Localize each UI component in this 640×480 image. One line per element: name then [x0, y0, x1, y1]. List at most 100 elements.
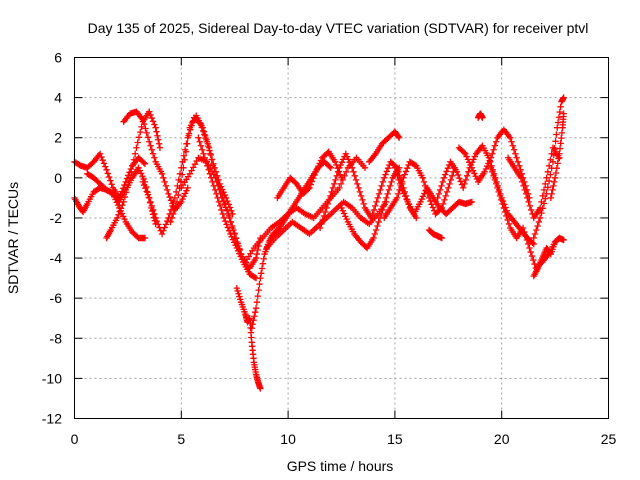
- data-point: [536, 214, 544, 222]
- data-point: [542, 180, 549, 188]
- data-point: [384, 190, 391, 198]
- data-point: [186, 170, 194, 178]
- data-point: [164, 217, 171, 225]
- data-point: [346, 158, 353, 166]
- data-point: [325, 196, 333, 204]
- data-point: [538, 209, 545, 217]
- data-point: [155, 221, 162, 228]
- data-point: [116, 208, 123, 215]
- data-point: [223, 221, 230, 228]
- data-point: [103, 166, 110, 174]
- data-point: [427, 197, 434, 205]
- data-point: [551, 174, 559, 182]
- data-point: [462, 150, 469, 157]
- data-point: [100, 160, 108, 167]
- data-point: [411, 161, 419, 169]
- data-point: [334, 168, 342, 176]
- x-tick-label: 20: [494, 431, 510, 447]
- data-point: [177, 178, 185, 185]
- data-point: [137, 128, 144, 136]
- data-point: [555, 114, 563, 121]
- data-point: [122, 189, 130, 196]
- data-point: [140, 175, 147, 183]
- data-point: [361, 164, 369, 172]
- data-point: [220, 194, 228, 202]
- data-point: [252, 304, 260, 312]
- data-point: [180, 193, 188, 200]
- data-point: [257, 385, 264, 392]
- data-point: [481, 168, 488, 176]
- data-point: [323, 204, 330, 212]
- data-point: [235, 290, 242, 297]
- data-point: [184, 140, 191, 147]
- data-point: [442, 171, 449, 178]
- data-point: [391, 164, 399, 172]
- chart-title: Day 135 of 2025, Sidereal Day-to-day VTE…: [88, 20, 589, 36]
- data-point: [549, 158, 557, 165]
- data-point: [504, 216, 511, 224]
- data-point: [347, 161, 355, 169]
- data-point: [338, 204, 345, 212]
- data-point: [208, 156, 215, 163]
- data-point: [404, 165, 411, 172]
- data-point: [354, 180, 361, 188]
- data-point: [369, 210, 376, 218]
- data-point: [510, 146, 518, 153]
- data-point: [202, 158, 210, 165]
- data-point: [227, 218, 235, 226]
- data-point: [428, 201, 435, 208]
- data-point: [121, 215, 128, 223]
- data-point: [540, 186, 548, 194]
- data-point: [378, 182, 385, 190]
- data-point: [161, 224, 168, 231]
- data-point: [183, 187, 190, 194]
- data-point: [99, 156, 106, 164]
- data-point: [524, 194, 531, 202]
- data-point: [394, 172, 401, 180]
- data-point: [359, 196, 366, 204]
- data-point: [172, 202, 179, 210]
- data-point: [327, 164, 335, 172]
- data-point: [550, 182, 557, 190]
- data-point: [326, 163, 333, 170]
- data-point: [114, 214, 121, 222]
- data-point: [554, 160, 561, 167]
- data-point: [387, 182, 394, 190]
- y-tick-label: 6: [54, 50, 62, 66]
- series-arc-28: [547, 110, 567, 202]
- data-point: [463, 153, 470, 160]
- data-point: [254, 246, 261, 254]
- data-point: [524, 240, 532, 248]
- data-point: [372, 202, 379, 210]
- data-point: [316, 224, 324, 232]
- data-point: [158, 170, 166, 178]
- data-point: [468, 198, 475, 206]
- data-point: [236, 293, 243, 300]
- data-point: [336, 164, 343, 172]
- data-point: [372, 226, 380, 234]
- data-point: [146, 138, 153, 145]
- data-point: [523, 236, 531, 244]
- data-point: [254, 292, 261, 300]
- data-point: [418, 195, 426, 203]
- data-point: [553, 131, 560, 138]
- data-point: [379, 178, 387, 186]
- data-point: [470, 156, 477, 163]
- data-point: [257, 270, 265, 277]
- data-point: [399, 187, 406, 194]
- data-point: [395, 134, 403, 141]
- data-point: [393, 194, 401, 202]
- data-point: [135, 134, 143, 141]
- data-point: [119, 201, 126, 209]
- data-point: [188, 167, 195, 174]
- data-point: [547, 194, 555, 202]
- data-point: [173, 198, 181, 206]
- data-point: [370, 206, 378, 214]
- data-point: [255, 286, 262, 294]
- series-arc-14: [274, 148, 345, 202]
- data-point: [395, 190, 402, 198]
- data-point: [258, 265, 266, 272]
- data-point: [375, 190, 383, 198]
- data-point: [491, 176, 499, 184]
- data-point: [120, 198, 127, 206]
